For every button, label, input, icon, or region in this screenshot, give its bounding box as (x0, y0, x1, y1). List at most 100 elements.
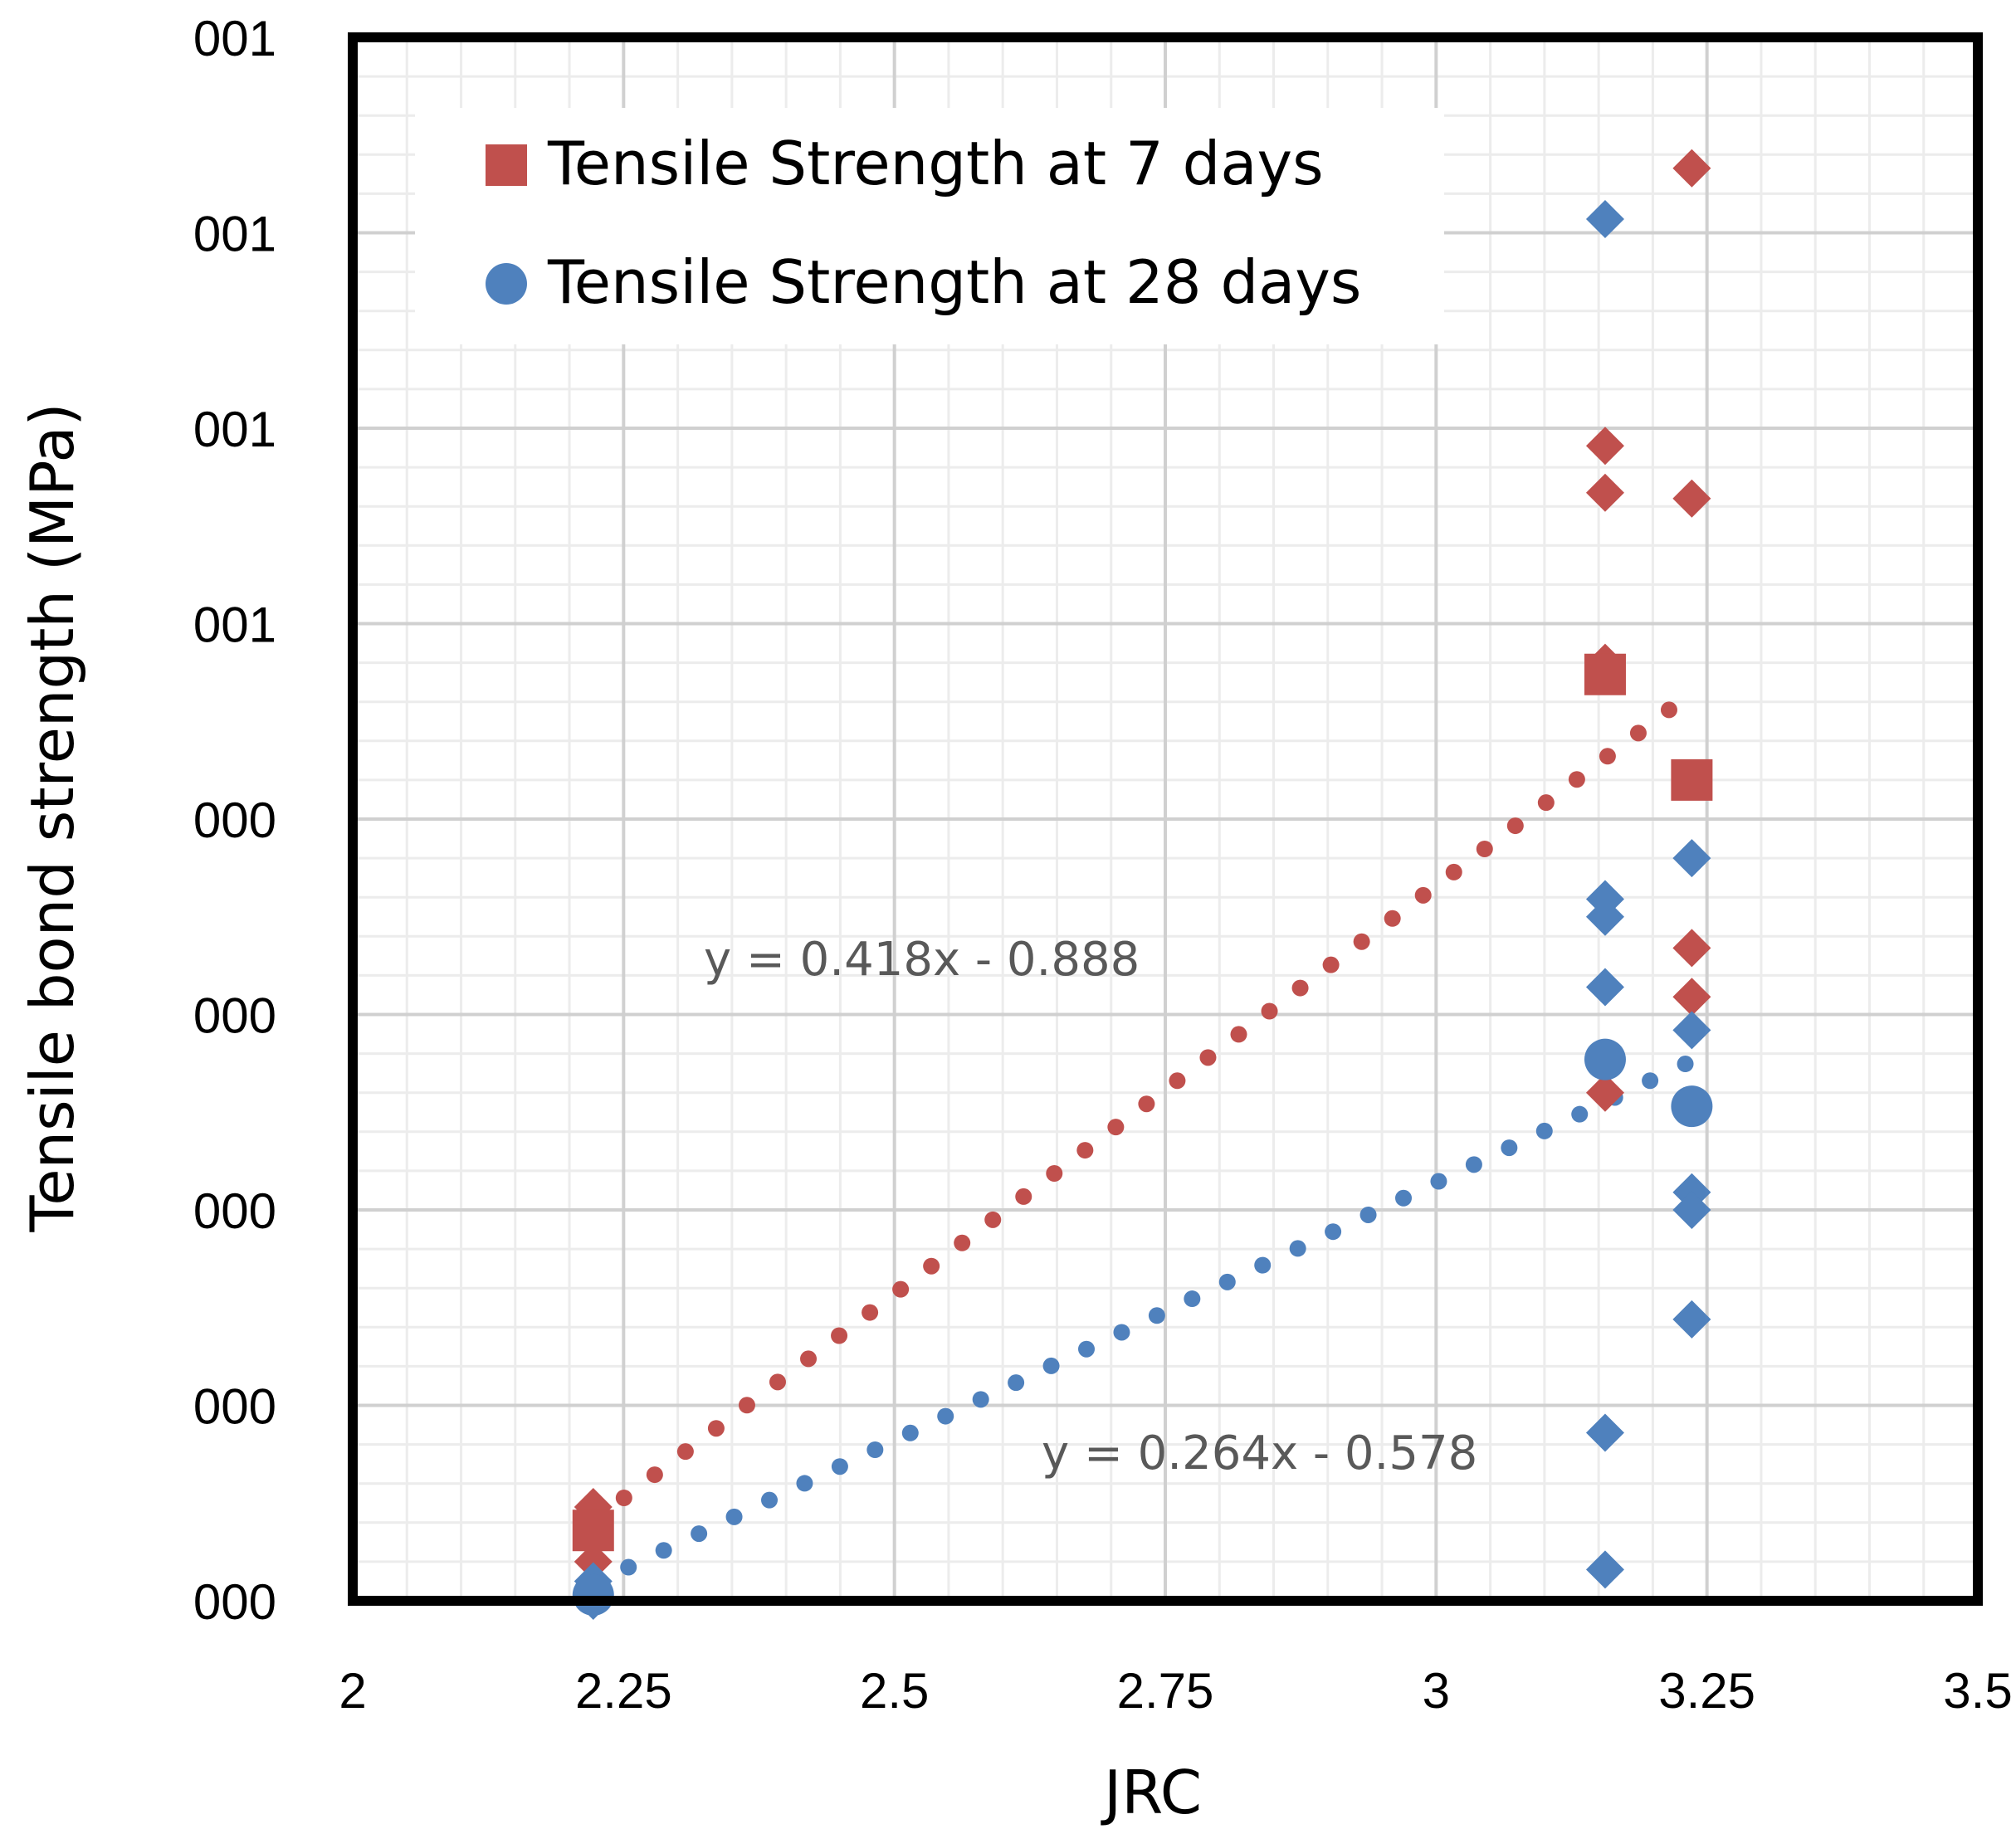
trendline-dot (769, 1373, 786, 1391)
x-axis-title: JRC (1101, 1758, 1202, 1827)
trendline-dot (725, 1508, 743, 1525)
x-tick-label: 3.25 (1658, 1663, 1755, 1719)
trendline-dot (1322, 956, 1340, 973)
trendline-dot (1629, 724, 1647, 742)
trendline-dot (1291, 979, 1309, 997)
trendline-dot (831, 1327, 848, 1344)
diamond-marker (574, 1542, 613, 1581)
trendline-dot (923, 1257, 940, 1275)
trendline-dot (1677, 1056, 1694, 1073)
trendline-dot (796, 1475, 813, 1492)
trendline-dot (1506, 817, 1524, 835)
trendline-dot (1199, 1049, 1217, 1066)
trendline-dot (1568, 771, 1585, 788)
y-tick-label: 000 (193, 793, 276, 848)
trendline-dot (954, 1234, 971, 1251)
y-tick-label: 000 (193, 1183, 276, 1239)
diamond-marker (1672, 479, 1711, 518)
legend: Tensile Strength at 7 days Tensile Stren… (415, 108, 1444, 344)
trendline-dot (615, 1489, 632, 1506)
trendline-dot (646, 1466, 663, 1484)
diamond-marker (1672, 839, 1711, 878)
x-tick-labels: 2 2.25 2.5 2.75 3 3.25 3.5 (339, 1663, 2012, 1719)
trendline-dot (1289, 1240, 1306, 1257)
trendline-dot (866, 1441, 884, 1459)
diamond-marker (1672, 929, 1711, 968)
trendline-dot (1107, 1119, 1125, 1136)
square-marker (1671, 758, 1713, 801)
trendline-dot (1599, 748, 1616, 765)
trendline-dot (1414, 886, 1432, 904)
circle-marker (1584, 1038, 1626, 1080)
circle-marker (1671, 1085, 1713, 1128)
y-tick-label: 000 (193, 1574, 276, 1630)
diamond-marker (1672, 1191, 1711, 1229)
y-tick-label: 000 (193, 988, 276, 1044)
legend-label-28-days: Tensile Strength at 28 days (547, 247, 1361, 317)
trendline-dot (1230, 1026, 1247, 1043)
trendline-dot (1537, 794, 1555, 812)
trendline-dot (1076, 1142, 1094, 1159)
diamond-marker (1585, 1550, 1624, 1589)
trendline-dot (972, 1391, 989, 1408)
trendline-dot (691, 1525, 708, 1543)
trendline-dot (937, 1407, 954, 1425)
trendline-dot (1465, 1156, 1482, 1173)
x-tick-label: 2.25 (575, 1663, 672, 1719)
trendline-dot (892, 1280, 910, 1298)
trendline-dot (1046, 1164, 1063, 1182)
trendline-dot (1148, 1307, 1165, 1324)
diamond-marker (1585, 1413, 1624, 1452)
y-tick-labels: 000 000 000 000 000 001 001 001 001 (193, 11, 276, 1630)
trendline-dot (620, 1558, 637, 1576)
diamond-marker (1585, 897, 1624, 936)
square-marker (572, 1510, 614, 1552)
trendline-dot (1325, 1223, 1342, 1241)
trendline-dot (1445, 863, 1462, 880)
trendline-dot (1384, 910, 1401, 927)
trendline-dot (831, 1458, 848, 1475)
trendline-dot (862, 1304, 879, 1321)
x-tick-label: 3.5 (1943, 1663, 2012, 1719)
diamond-marker (1672, 1011, 1711, 1050)
trendline-dot (1254, 1256, 1272, 1274)
diamond-marker (1585, 1073, 1624, 1112)
diamond-marker (1672, 978, 1711, 1017)
trendline-dot (984, 1211, 1002, 1228)
trendline-equation-28-days: y = 0.264x - 0.578 (1042, 1427, 1477, 1480)
trendline-equation-7-days: y = 0.418x - 0.888 (704, 933, 1140, 987)
trendline-dot (1395, 1189, 1413, 1207)
trendline-dot (1642, 1072, 1659, 1090)
trendline-dot (676, 1443, 694, 1461)
trendline-dot (800, 1350, 818, 1368)
legend-square-icon (486, 144, 527, 186)
trendline-dot (1571, 1105, 1589, 1123)
data-markers (572, 149, 1713, 1620)
trendline-dot (1169, 1072, 1186, 1090)
x-tick-label: 2.5 (860, 1663, 929, 1719)
trendline-dot (1359, 1206, 1377, 1223)
y-tick-label: 000 (193, 1379, 276, 1435)
trendline-dot (1430, 1173, 1447, 1190)
diamond-marker (1585, 968, 1624, 1007)
trendline-dot (1138, 1095, 1155, 1113)
circle-marker (572, 1573, 614, 1616)
diamond-marker (1585, 473, 1624, 512)
square-marker (1584, 653, 1626, 695)
x-tick-label: 2 (339, 1663, 366, 1719)
trendline-dot (1015, 1188, 1032, 1205)
trendline-dot (1660, 701, 1677, 719)
trendline-dot (1113, 1324, 1130, 1341)
legend-box (415, 108, 1444, 344)
x-tick-label: 2.75 (1117, 1663, 1214, 1719)
trendline-dot (1078, 1340, 1096, 1358)
y-tick-label: 001 (193, 11, 276, 66)
trendline-dot (655, 1542, 672, 1559)
trendline-dot (1008, 1374, 1025, 1392)
y-tick-label: 001 (193, 207, 276, 262)
trendline-dot (707, 1420, 725, 1437)
diamond-marker (1672, 149, 1711, 188)
legend-circle-icon (486, 263, 527, 305)
trendline-dot (761, 1491, 779, 1509)
